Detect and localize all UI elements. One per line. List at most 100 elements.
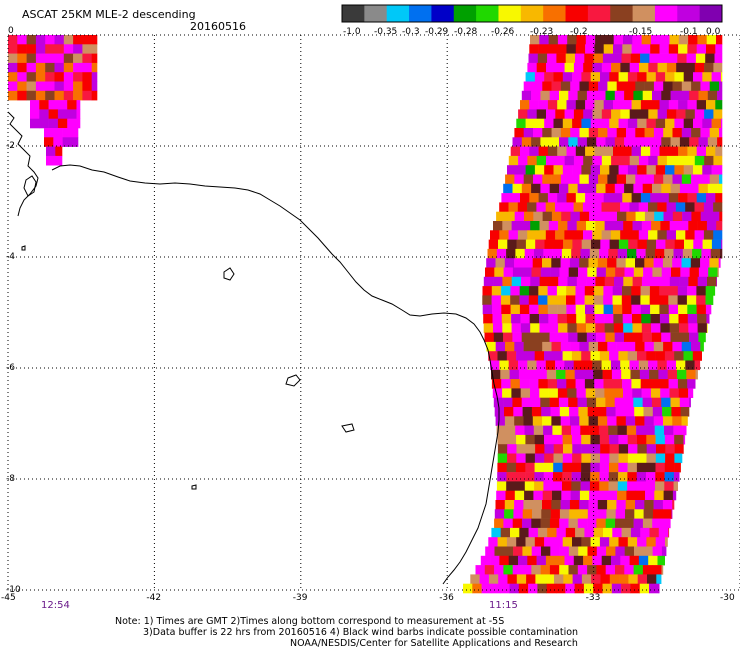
swath-cell (659, 314, 670, 324)
swath-cell (572, 239, 582, 250)
swath-cell (624, 397, 634, 408)
swath-cell (613, 221, 624, 231)
swath-cell (681, 416, 688, 426)
swath-cell (685, 230, 695, 240)
swath-cell (595, 221, 605, 231)
colorbar-label: 0.0 (706, 27, 721, 37)
swath-cell (516, 574, 527, 584)
swath-cell (513, 509, 523, 519)
swath-cell (705, 304, 712, 315)
swath-cell (534, 481, 544, 491)
swath-cell (521, 332, 532, 343)
swath-cell (494, 546, 505, 557)
swath-cell (630, 369, 641, 380)
swath-cell (632, 276, 643, 287)
swath-cell (533, 425, 544, 436)
swath-cell (668, 295, 678, 305)
swath-cell (603, 44, 614, 54)
swath-cell (73, 81, 83, 92)
swath-cell (552, 481, 563, 491)
swath-cell (555, 360, 565, 371)
swath-cell (539, 276, 550, 287)
swath-cell (543, 248, 553, 259)
swath-cell (514, 174, 524, 185)
swath-cell (614, 137, 625, 147)
swath-cell (522, 565, 532, 575)
swath-cell (627, 453, 638, 464)
swath-cell (511, 314, 521, 324)
swath-cell (644, 416, 654, 426)
swath-cell (620, 230, 630, 240)
swath-cell (17, 53, 27, 64)
swath-cell (623, 221, 633, 231)
swath-cell (621, 527, 632, 538)
lat-lon-grid (8, 35, 740, 590)
swath-cell (520, 323, 531, 333)
latitude-label: -6 (6, 363, 15, 373)
swath-cell (514, 490, 525, 501)
swath-cell (627, 472, 637, 482)
swath-cell (518, 155, 528, 166)
swath-cell (535, 444, 545, 454)
swath-cell (54, 62, 65, 73)
swath-cell (622, 286, 632, 296)
swath-cell (538, 146, 549, 157)
swath-cell (497, 453, 508, 464)
swath-cell (650, 304, 660, 315)
swath-cell (590, 472, 600, 482)
swath-cell (671, 407, 681, 417)
swath-cell (536, 555, 547, 566)
swath-cell (510, 527, 520, 538)
swath-cell (557, 193, 567, 203)
swath-cell (605, 90, 616, 101)
swath-cell (511, 388, 521, 398)
swath-cell (593, 369, 603, 380)
swath-cell (629, 62, 640, 73)
swath-cell (716, 35, 723, 45)
swath-cell (627, 351, 638, 361)
swath-cell (655, 165, 666, 175)
swath-cell (613, 388, 624, 398)
swath-cell (570, 416, 580, 426)
swath-cell (668, 193, 679, 203)
swath-cell (615, 509, 626, 519)
swath-cell (605, 565, 616, 575)
swath-cell (713, 230, 723, 240)
swath-cell (670, 183, 681, 194)
note-line-2: 3)Data buffer is 22 hrs from 20160516 4)… (143, 627, 579, 638)
swath-cell (625, 341, 636, 352)
swath-cell (695, 53, 706, 64)
swath-cell (609, 434, 619, 445)
swath-cell (531, 407, 542, 417)
colorbar-swatch (677, 5, 701, 22)
swath-cell (521, 137, 532, 147)
swath-cell (522, 509, 533, 519)
swath-cell (676, 155, 686, 166)
swath-cell (663, 81, 673, 92)
swath-cell (17, 62, 27, 73)
swath-cell (643, 509, 654, 519)
swath-cell (550, 267, 560, 278)
swath-cell (639, 155, 649, 166)
swath-cell (681, 174, 692, 185)
swath-cell (603, 379, 614, 389)
swath-cell (499, 555, 509, 566)
swath-cell (616, 258, 626, 268)
swath-cell (668, 44, 679, 54)
swath-cell (623, 35, 633, 45)
swath-cell (652, 565, 662, 575)
swath-cell (488, 574, 499, 584)
swath-cell (509, 583, 520, 594)
swath-cell (719, 211, 723, 222)
swath-cell (674, 239, 685, 250)
swath-cell (721, 239, 723, 250)
swath-cell (599, 248, 609, 259)
swath-cell (625, 416, 636, 426)
swath-cell (525, 165, 536, 175)
swath-cell (595, 388, 605, 398)
swath-cell (17, 72, 27, 82)
swath-cell (557, 146, 567, 157)
swath-cell (492, 314, 503, 324)
swath-cell (8, 72, 18, 82)
swath-cell (82, 90, 92, 101)
